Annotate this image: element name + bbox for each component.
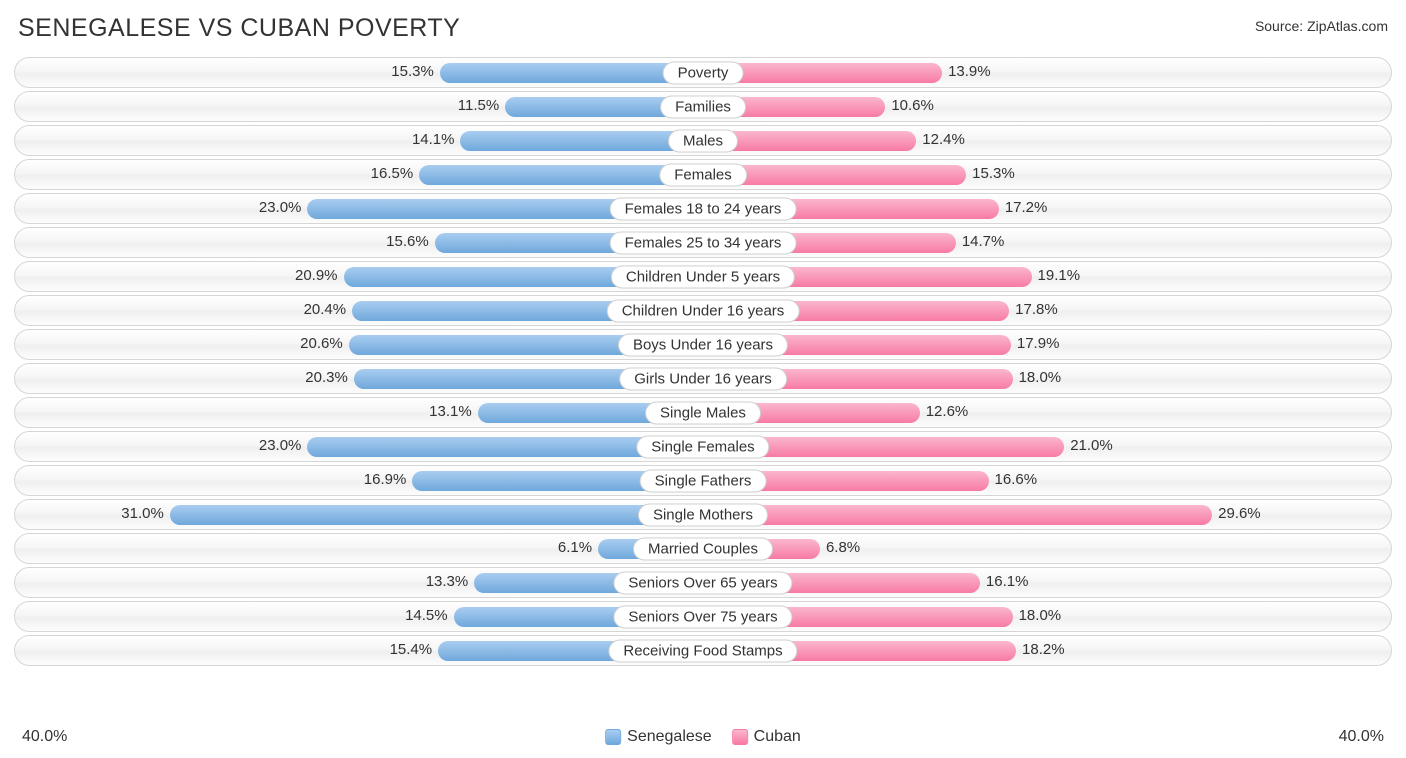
chart-source: Source: ZipAtlas.com (1255, 14, 1388, 34)
chart-row: 20.4% 17.8% Children Under 16 years (14, 295, 1392, 326)
category-label: Single Fathers (640, 469, 767, 492)
value-label-right: 19.1% (1032, 267, 1081, 284)
value-label-right: 12.6% (920, 403, 969, 420)
bar-cuban: 29.6% (703, 505, 1212, 525)
value-label-left: 20.6% (300, 335, 349, 352)
chart-row: 6.1% 6.8% Married Couples (14, 533, 1392, 564)
value-label-right: 18.0% (1013, 369, 1062, 386)
chart-legend: Senegalese Cuban (605, 728, 801, 746)
category-label: Children Under 16 years (607, 299, 800, 322)
value-label-left: 16.9% (364, 471, 413, 488)
chart-row: 14.1% 12.4% Males (14, 125, 1392, 156)
chart-row: 11.5% 10.6% Families (14, 91, 1392, 122)
value-label-right: 15.3% (966, 165, 1015, 182)
value-label-right: 17.9% (1011, 335, 1060, 352)
value-label-right: 12.4% (916, 131, 965, 148)
swatch-pink-icon (732, 729, 748, 745)
value-label-right: 21.0% (1064, 437, 1113, 454)
chart-row: 15.3% 13.9% Poverty (14, 57, 1392, 88)
category-label: Seniors Over 65 years (613, 571, 792, 594)
chart-footer: 40.0% Senegalese Cuban 40.0% (10, 718, 1396, 748)
category-label: Females (659, 163, 747, 186)
category-label: Females 25 to 34 years (610, 231, 797, 254)
chart-row: 13.3% 16.1% Seniors Over 65 years (14, 567, 1392, 598)
bar-senegalese: 14.1% (460, 131, 703, 151)
value-label-left: 15.3% (391, 63, 440, 80)
chart-row: 23.0% 17.2% Females 18 to 24 years (14, 193, 1392, 224)
value-label-left: 13.3% (426, 573, 475, 590)
value-label-left: 23.0% (259, 437, 308, 454)
value-label-right: 17.8% (1009, 301, 1058, 318)
value-label-right: 16.6% (989, 471, 1038, 488)
axis-left-label: 40.0% (22, 728, 67, 746)
chart-row: 13.1% 12.6% Single Males (14, 397, 1392, 428)
chart-row: 15.4% 18.2% Receiving Food Stamps (14, 635, 1392, 666)
category-label: Single Males (645, 401, 761, 424)
chart-row: 16.9% 16.6% Single Fathers (14, 465, 1392, 496)
chart-container: SENEGALESE VS CUBAN POVERTY Source: ZipA… (0, 0, 1406, 758)
chart-row: 14.5% 18.0% Seniors Over 75 years (14, 601, 1392, 632)
category-label: Males (668, 129, 738, 152)
category-label: Seniors Over 75 years (613, 605, 792, 628)
value-label-left: 13.1% (429, 403, 478, 420)
value-label-right: 18.0% (1013, 607, 1062, 624)
value-label-right: 13.9% (942, 63, 991, 80)
value-label-right: 10.6% (885, 97, 934, 114)
category-label: Receiving Food Stamps (608, 639, 797, 662)
chart-row: 15.6% 14.7% Females 25 to 34 years (14, 227, 1392, 258)
legend-item-senegalese: Senegalese (605, 728, 712, 746)
chart-row: 23.0% 21.0% Single Females (14, 431, 1392, 462)
value-label-right: 16.1% (980, 573, 1029, 590)
chart-row: 20.9% 19.1% Children Under 5 years (14, 261, 1392, 292)
legend-item-cuban: Cuban (732, 728, 801, 746)
value-label-right: 6.8% (820, 539, 860, 556)
value-label-left: 15.6% (386, 233, 435, 250)
chart-row: 20.6% 17.9% Boys Under 16 years (14, 329, 1392, 360)
value-label-left: 16.5% (371, 165, 420, 182)
bar-senegalese: 31.0% (170, 505, 703, 525)
value-label-left: 20.3% (305, 369, 354, 386)
chart-title: SENEGALESE VS CUBAN POVERTY (18, 14, 460, 43)
value-label-left: 6.1% (558, 539, 598, 556)
legend-label-right: Cuban (754, 728, 801, 746)
chart-row: 16.5% 15.3% Females (14, 159, 1392, 190)
value-label-left: 31.0% (121, 505, 170, 522)
value-label-left: 11.5% (458, 97, 505, 114)
value-label-left: 15.4% (390, 641, 439, 658)
chart-row: 31.0%29.6%Single Mothers (14, 499, 1392, 530)
category-label: Children Under 5 years (611, 265, 795, 288)
value-label-left: 14.1% (412, 131, 461, 148)
swatch-blue-icon (605, 729, 621, 745)
category-label: Boys Under 16 years (618, 333, 788, 356)
category-label: Poverty (663, 61, 744, 84)
axis-right-label: 40.0% (1339, 728, 1384, 746)
legend-label-left: Senegalese (627, 728, 712, 746)
chart-row: 20.3% 18.0% Girls Under 16 years (14, 363, 1392, 394)
value-label-left: 20.4% (304, 301, 353, 318)
value-label-left: 20.9% (295, 267, 344, 284)
category-label: Single Females (636, 435, 769, 458)
category-label: Married Couples (633, 537, 773, 560)
value-label-left: 14.5% (405, 607, 454, 624)
category-label: Single Mothers (638, 503, 768, 526)
category-label: Females 18 to 24 years (610, 197, 797, 220)
value-label-right: 29.6% (1212, 505, 1261, 522)
category-label: Families (660, 95, 746, 118)
value-label-right: 17.2% (999, 199, 1048, 216)
chart-rows: 15.3% 13.9% Poverty 11.5% 10.6% Families 14.1%… (10, 57, 1396, 718)
value-label-right: 14.7% (956, 233, 1005, 250)
category-label: Girls Under 16 years (619, 367, 787, 390)
chart-header: SENEGALESE VS CUBAN POVERTY Source: ZipA… (10, 8, 1396, 57)
value-label-left: 23.0% (259, 199, 308, 216)
value-label-right: 18.2% (1016, 641, 1065, 658)
